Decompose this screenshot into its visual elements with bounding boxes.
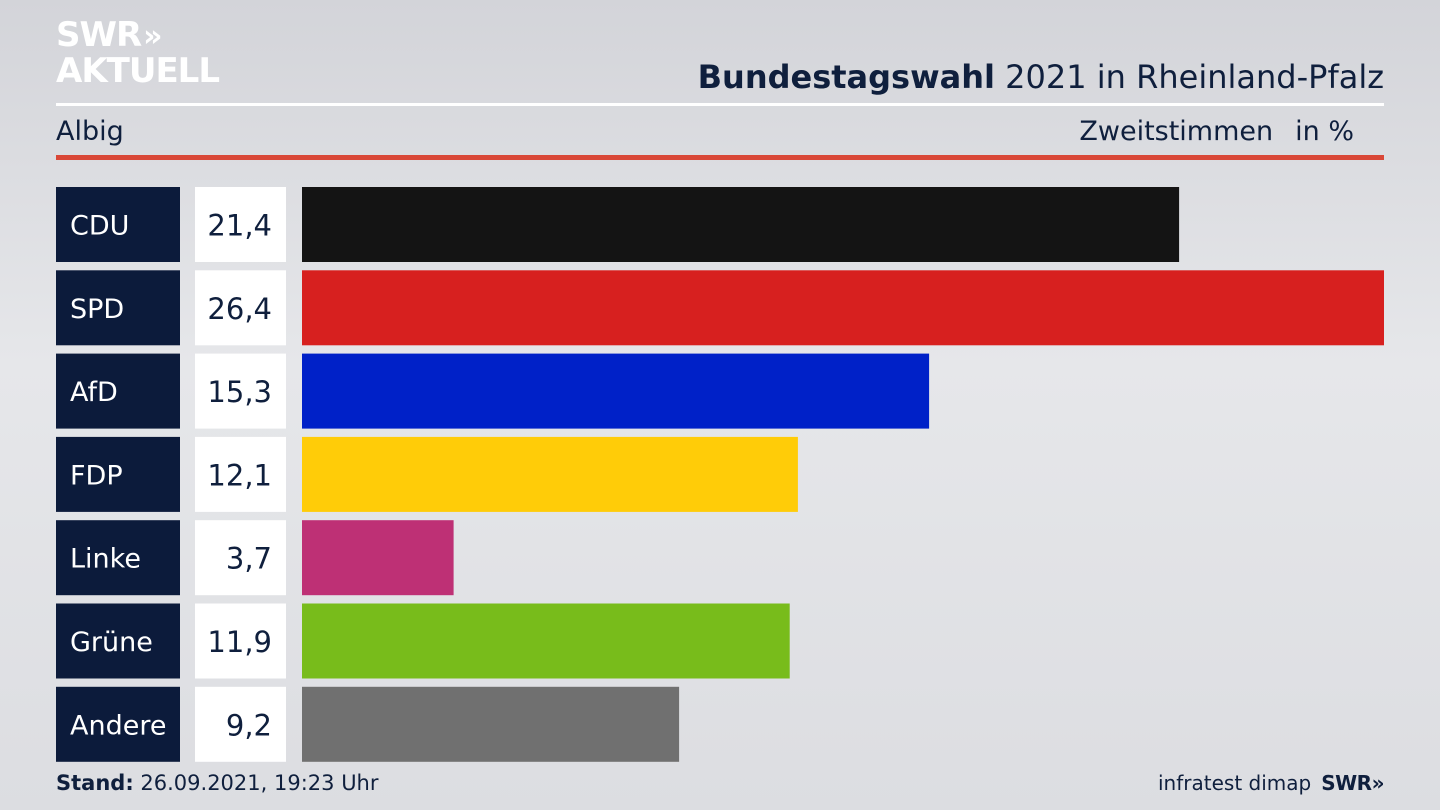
value-box-fdp (195, 436, 286, 512)
value-label-gr-ne: 11,9 (207, 625, 272, 659)
swr-brand: SWR» (1321, 771, 1384, 795)
party-label-box-fdp (56, 436, 180, 512)
party-label-andere: Andere (70, 710, 166, 741)
source-credit: infratest dimap SWR» (1158, 771, 1384, 795)
bar-andere (302, 686, 680, 762)
value-label-spd: 26,4 (207, 292, 272, 326)
swr-aktuell-logo: SWR» AKTUELL (56, 15, 220, 91)
party-label-linke: Linke (70, 544, 141, 575)
unit-text: in % (1295, 116, 1354, 147)
title-rest: 2021 in Rheinland-Pfalz (1005, 58, 1384, 96)
value-box-gr-ne (195, 603, 286, 679)
timestamp: Stand: 26.09.2021, 19:23 Uhr (56, 771, 379, 795)
stand-label: Stand: (56, 771, 134, 795)
bar-cdu (302, 187, 1180, 262)
party-label-fdp: FDP (70, 460, 123, 491)
value-label-andere: 9,2 (226, 708, 272, 742)
bar-spd (302, 270, 1384, 346)
party-label-cdu: CDU (70, 211, 129, 242)
value-label-afd: 15,3 (207, 375, 272, 409)
bar-afd (302, 353, 930, 429)
place-label: Albig (56, 116, 124, 147)
value-box-cdu (195, 187, 286, 262)
party-label-box-spd (56, 270, 180, 346)
value-label-cdu: 21,4 (207, 209, 272, 243)
value-label-fdp: 12,1 (207, 458, 272, 492)
party-label-box-gr-ne (56, 603, 180, 679)
value-box-spd (195, 270, 286, 346)
logo-swr-text: SWR (56, 15, 142, 55)
header-divider (56, 103, 1384, 106)
party-label-box-linke (56, 520, 180, 596)
accent-divider (56, 155, 1384, 160)
page-title: Bundestagswahl 2021 in Rheinland-Pfalz (698, 58, 1384, 96)
value-box-linke (195, 520, 286, 596)
value-box-andere (195, 686, 286, 762)
bar-gr-ne (302, 603, 790, 679)
value-label-linke: 3,7 (226, 542, 272, 576)
measure-label: Zweitstimmen in % (1079, 116, 1354, 147)
party-label-box-andere (56, 686, 180, 762)
measure-text: Zweitstimmen (1079, 116, 1274, 147)
party-label-gr-ne: Grüne (70, 627, 153, 658)
source-text: infratest dimap (1158, 771, 1312, 795)
logo-aktuell-text: AKTUELL (56, 51, 220, 91)
party-label-box-cdu (56, 187, 180, 262)
bar-fdp (302, 436, 798, 512)
party-label-spd: SPD (70, 294, 124, 325)
party-label-box-afd (56, 353, 180, 429)
stand-value: 26.09.2021, 19:23 Uhr (140, 771, 379, 795)
party-label-afd: AfD (70, 377, 118, 408)
value-box-afd (195, 353, 286, 429)
bar-linke (302, 520, 454, 596)
title-bold: Bundestagswahl (697, 58, 995, 96)
